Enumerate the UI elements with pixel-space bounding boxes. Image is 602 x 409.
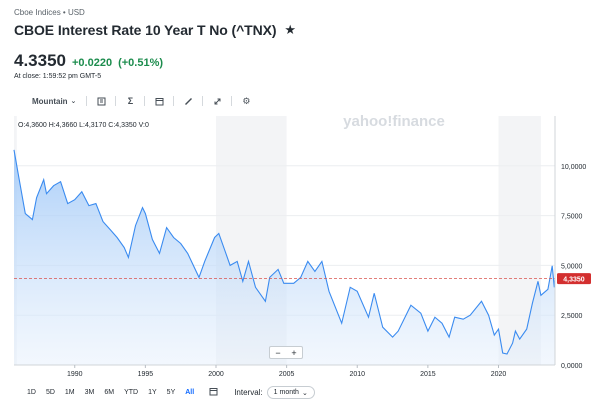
price-value: 4.3350: [14, 51, 66, 70]
fullscreen-icon[interactable]: [211, 95, 223, 107]
price-chart[interactable]: 0,0000 2,5000 5,0000 7,5000 10,0000 1990 1995 2…: [0, 114, 602, 378]
range-3m[interactable]: 3M: [84, 389, 95, 396]
toolbar-divider: [231, 96, 233, 106]
ohlc-readout: O:4,3600 H:4,3660 L:4,3170 C:4,3350 V:0: [18, 122, 149, 129]
y-tick-label: 2,5000: [561, 313, 583, 320]
interval-value: 1 month: [273, 389, 299, 396]
compare-icon[interactable]: [95, 95, 107, 107]
chevron-down-icon: ⌄: [70, 98, 77, 105]
chart-svg: 0,0000 2,5000 5,0000 7,5000 10,0000 1990 1995 2…: [13, 114, 591, 378]
draw-icon[interactable]: [182, 95, 194, 107]
zoom-in-button[interactable]: +: [291, 347, 297, 358]
range-1d[interactable]: 1D: [27, 389, 36, 396]
chevron-down-icon: ⌄: [301, 389, 308, 397]
current-price-label: 4,3350: [563, 277, 585, 284]
chart-style-select[interactable]: Mountain ⌄: [32, 97, 76, 106]
x-tick-label: 2020: [491, 371, 507, 378]
indicators-icon[interactable]: Σ: [127, 96, 134, 106]
toolbar-divider: [202, 96, 204, 106]
y-tick-label: 10,0000: [561, 164, 586, 171]
interval-label: Interval:: [234, 388, 263, 397]
yahoo-finance-watermark: yahoo!finance: [343, 114, 445, 130]
range-selector: 1D 5D 1M 3M 6M YTD 1Y 5Y All Interval: 1…: [22, 386, 315, 399]
range-6m[interactable]: 6M: [104, 389, 115, 396]
price-row: 4.3350 +0.0220 (+0.51%): [14, 51, 163, 71]
x-tick-label: 1995: [138, 371, 154, 378]
x-tick-label: 2005: [279, 371, 295, 378]
y-tick-label: 7,5000: [561, 214, 583, 221]
range-5d[interactable]: 5D: [45, 389, 55, 396]
range-all[interactable]: All: [185, 389, 195, 396]
range-1m[interactable]: 1M: [64, 389, 75, 396]
settings-icon[interactable]: ⚙: [242, 95, 251, 106]
toolbar-divider: [144, 96, 146, 106]
range-5y[interactable]: 5Y: [166, 389, 176, 396]
star-icon[interactable]: ★: [284, 22, 297, 37]
page-title: CBOE Interest Rate 10 Year T No (^TNX): [14, 22, 277, 38]
toolbar-divider: [173, 96, 175, 106]
events-icon[interactable]: [153, 95, 165, 107]
range-ytd[interactable]: YTD: [124, 389, 139, 396]
y-tick-label: 0,0000: [561, 363, 583, 370]
interval-select[interactable]: 1 month ⌄: [266, 386, 315, 399]
toolbar-divider: [86, 96, 88, 106]
current-price-badge: [557, 273, 591, 285]
price-change-percent: (+0.51%): [118, 57, 164, 69]
price-change: +0.0220: [72, 57, 113, 69]
x-tick-label: 1990: [67, 371, 83, 378]
close-time: At close: 1:59:52 pm GMT-5: [14, 73, 102, 80]
title-row: CBOE Interest Rate 10 Year T No (^TNX) ★: [14, 22, 296, 38]
exchange-label: Cboe Indices • USD: [14, 8, 85, 17]
chart-toolbar: Mountain ⌄ Σ ⚙: [14, 93, 252, 109]
y-tick-label: 5,0000: [561, 263, 583, 270]
chart-style-label: Mountain: [32, 96, 68, 106]
price-area: [14, 149, 555, 365]
zoom-out-button[interactable]: −: [275, 347, 281, 358]
toolbar-divider: [115, 96, 117, 106]
x-tick-label: 2010: [349, 371, 365, 378]
x-tick-label: 2015: [420, 371, 436, 378]
range-1y[interactable]: 1Y: [148, 389, 157, 396]
calendar-icon[interactable]: [209, 387, 218, 398]
zoom-controls: − +: [269, 346, 303, 359]
price-line: [13, 149, 556, 355]
x-tick-label: 2000: [208, 371, 224, 378]
